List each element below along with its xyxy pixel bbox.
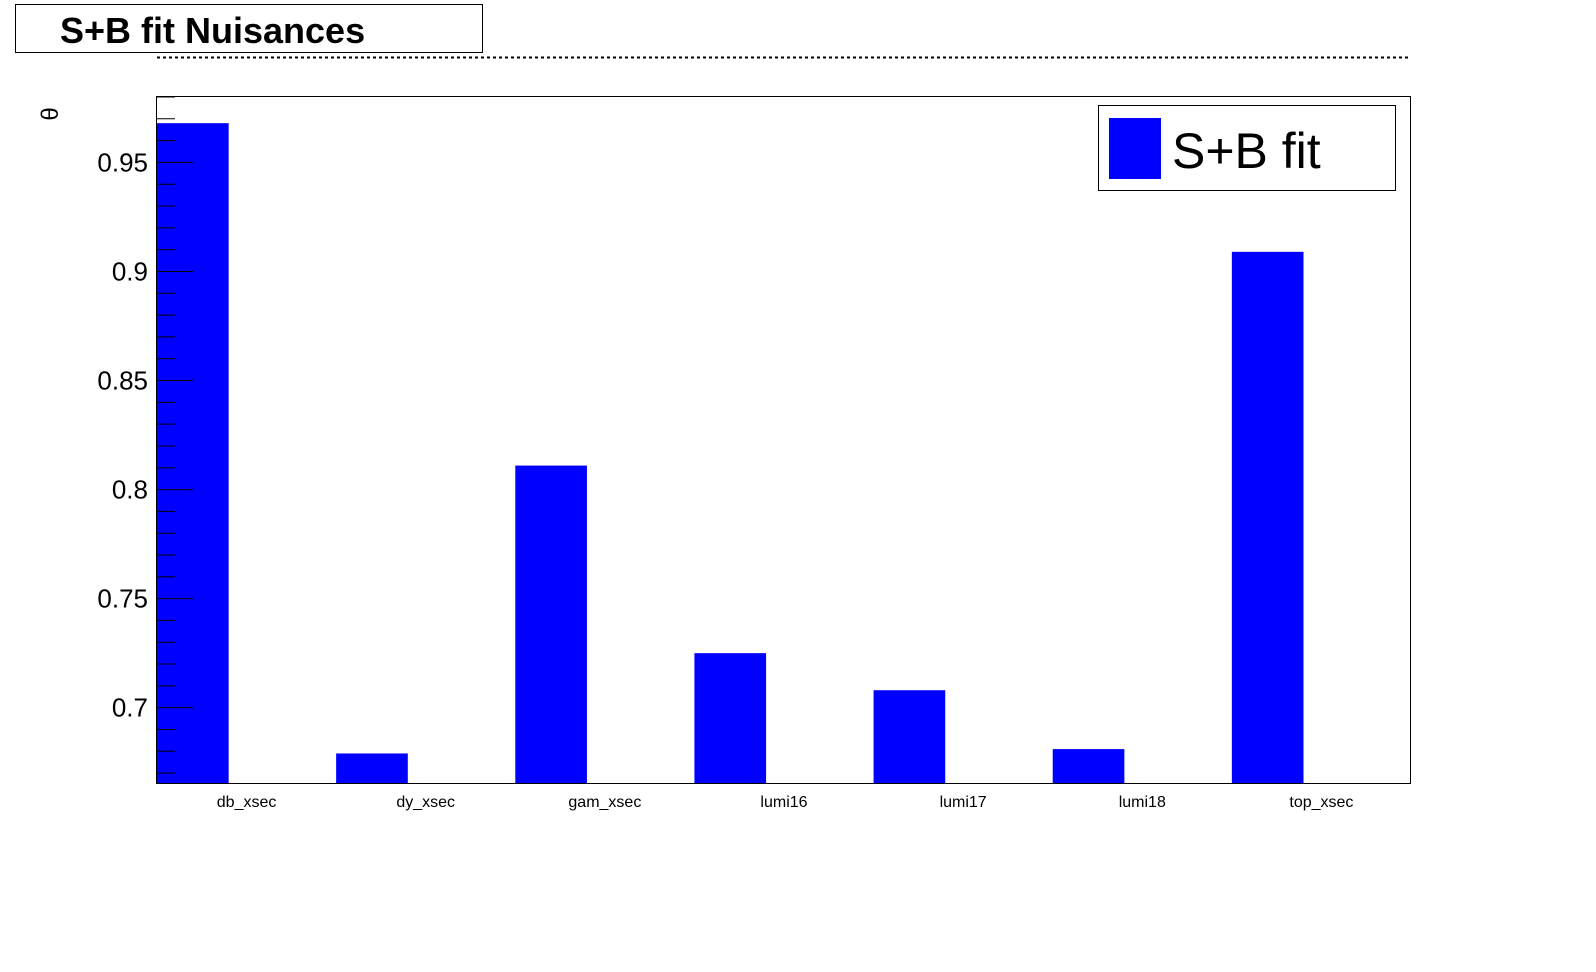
legend-swatch [1109,118,1161,179]
bar-top_xsec [1231,251,1304,784]
y-tick-label: 0.9 [112,256,148,286]
x-tick-label-lumi18: lumi18 [1119,794,1166,811]
legend-label: S+B fit [1172,123,1321,179]
y-tick-label: 0.85 [97,366,148,396]
bar-db_xsec [157,123,229,784]
x-tick-label-gam_xsec: gam_xsec [568,794,641,811]
legend: S+B fit [1098,105,1396,191]
x-axis-tick-labels: db_xsec dy_xsec gam_xsec lumi16 lumi17 lumi18… [217,794,1354,811]
bars-group [157,123,1304,784]
y-axis-label: θ [37,107,64,120]
y-axis-tick-labels: 0.7 0.75 0.8 0.85 0.9 0.95 [97,147,148,722]
bar-lumi17 [873,690,946,784]
bar-gam_xsec [515,465,587,784]
x-tick-label-lumi17: lumi17 [940,794,987,811]
chart-title: S+B fit Nuisances [60,10,365,51]
bar-lumi16 [694,653,767,784]
title-box: S+B fit Nuisances [15,4,483,53]
x-tick-label-dy_xsec: dy_xsec [396,794,455,811]
y-axis-ticks [157,96,193,774]
y-tick-label: 0.8 [112,475,148,505]
x-tick-label-top_xsec: top_xsec [1289,794,1353,811]
x-tick-label-lumi16: lumi16 [760,794,807,811]
bar-dy_xsec [336,753,408,784]
y-tick-label: 0.75 [97,584,148,614]
x-tick-label-db_xsec: db_xsec [217,794,277,811]
plot-frame [156,96,1411,784]
bar-lumi18 [1052,749,1125,784]
y-tick-label: 0.7 [112,693,148,723]
y-tick-label: 0.95 [97,147,148,177]
